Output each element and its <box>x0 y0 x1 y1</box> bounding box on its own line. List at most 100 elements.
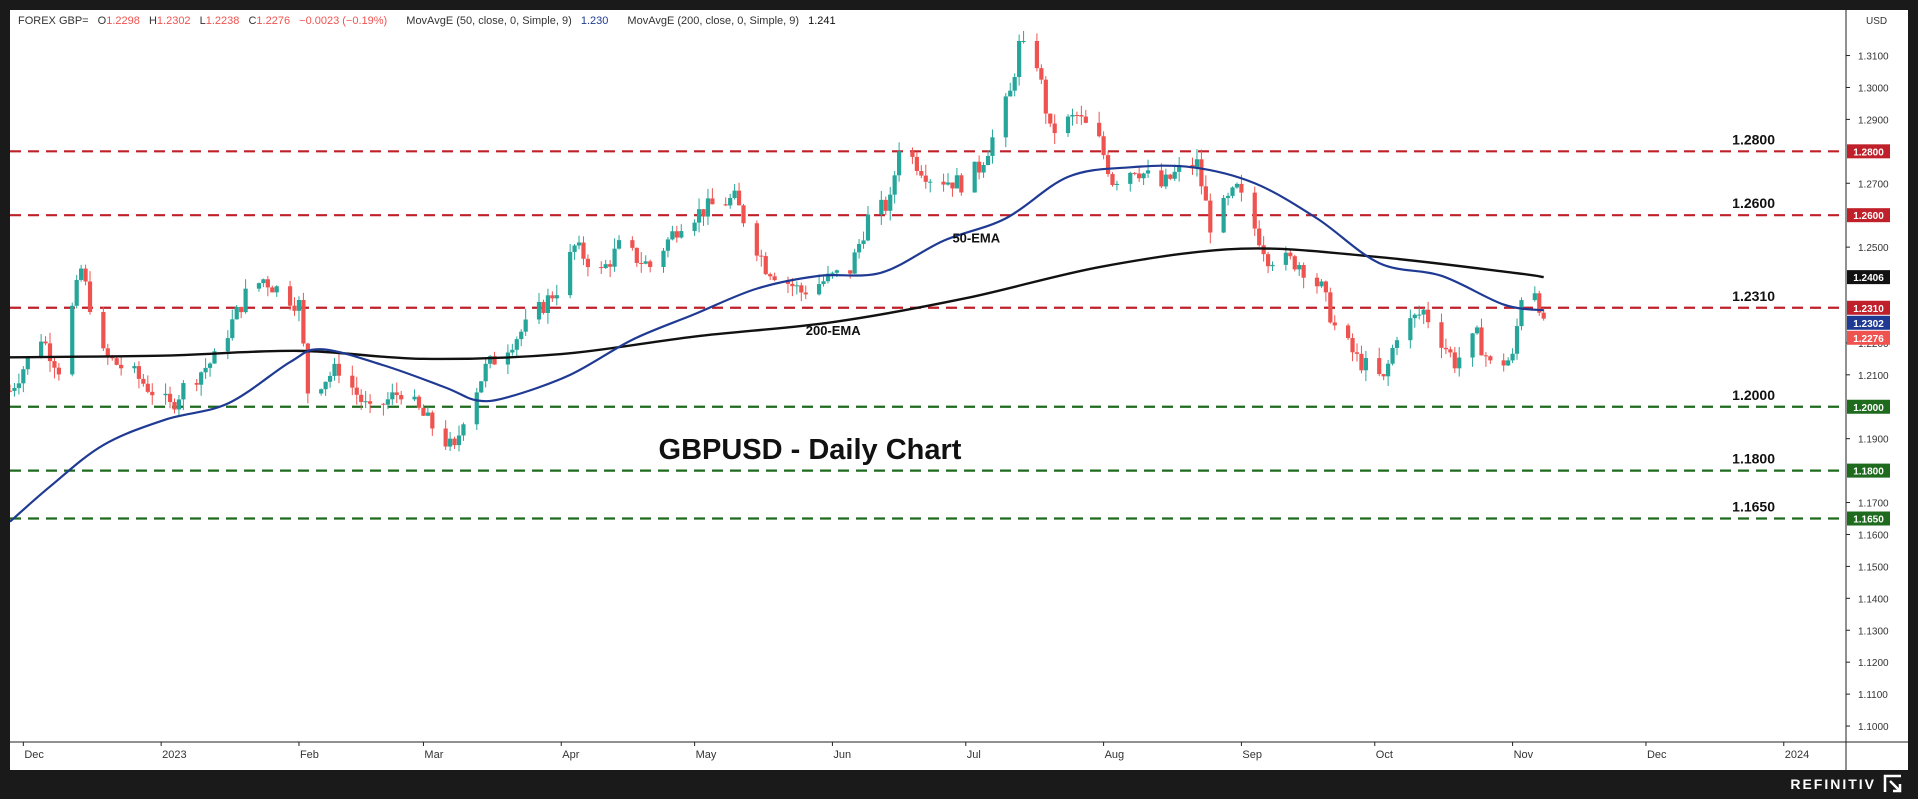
candle-up <box>1386 363 1391 377</box>
x-tick-label: Jul <box>967 749 981 761</box>
candle-down <box>114 358 119 365</box>
candle-up <box>865 214 871 241</box>
y-tick-label: 1.1700 <box>1858 499 1889 510</box>
svg-text:FOREX GBP= O1.2298: FOREX GBP= O1.2298 H1.2302 L1.2238 C1.22… <box>18 15 836 27</box>
candle-down <box>1199 159 1204 187</box>
candle-down <box>768 274 773 277</box>
candle-down <box>1083 116 1088 123</box>
candle-down <box>759 255 764 257</box>
candle-down <box>923 175 928 182</box>
candle-up <box>456 435 462 446</box>
candles <box>7 31 1546 452</box>
candle-up <box>861 240 866 244</box>
candle-up <box>256 283 262 289</box>
candle-up <box>990 137 995 156</box>
candle-down <box>83 268 88 282</box>
price-tag <box>1847 208 1890 223</box>
candle-down <box>541 301 546 313</box>
price-tag-label: 1.2406 <box>1853 273 1884 284</box>
candle-up <box>572 245 577 252</box>
candle-down <box>550 295 555 299</box>
price-tag <box>1847 315 1890 330</box>
candle-down <box>301 300 306 344</box>
candle-up <box>163 393 168 396</box>
candle-down <box>803 292 808 295</box>
candle-up <box>412 396 417 400</box>
candle-down <box>292 305 297 311</box>
refinitiv-icon <box>1883 774 1902 793</box>
candle-up <box>852 252 857 274</box>
candle-up <box>261 279 266 284</box>
candle-up <box>25 356 30 370</box>
candle-down <box>1479 327 1484 356</box>
candle-down <box>1168 174 1173 179</box>
legend-open: 1.2298 <box>106 15 140 27</box>
candle-up <box>1230 187 1235 196</box>
candle-down <box>421 407 426 416</box>
candle-up <box>323 381 328 390</box>
candle-up <box>212 351 217 364</box>
price-chart[interactable]: 1.1000 1.1100 1.1200 1.1300 1.1400 1.1500 1.16… <box>7 10 1908 770</box>
candle-up <box>897 151 902 176</box>
x-tick-label: Nov <box>1514 749 1534 761</box>
candle-down <box>336 363 342 376</box>
candle-up <box>1363 358 1368 371</box>
candle-up <box>1519 300 1524 327</box>
candle-up <box>830 272 835 274</box>
legend-close: 1.2276 <box>256 15 290 27</box>
candle-up <box>825 273 831 282</box>
level-label: 1.1800 <box>1732 451 1775 467</box>
level-label: 1.1650 <box>1732 499 1775 515</box>
candle-up <box>1474 327 1480 334</box>
candle-down <box>1137 173 1142 179</box>
candle-down <box>799 285 804 293</box>
candle-down <box>1252 192 1257 229</box>
candle-down <box>1426 309 1431 323</box>
candle-up <box>1421 309 1426 315</box>
legend-symbol: FOREX GBP= <box>18 15 89 27</box>
legend-ma50-value: 1.230 <box>581 15 609 27</box>
candle-down <box>350 375 355 388</box>
candle-up <box>661 250 666 267</box>
annotation-label: 200-EMA <box>806 323 862 338</box>
candle-up <box>928 181 933 183</box>
candle-up <box>425 412 430 416</box>
candle-down <box>1132 172 1137 174</box>
candle-up <box>203 367 208 373</box>
price-tag <box>1847 300 1890 315</box>
candle-down <box>736 190 742 206</box>
candle-down <box>790 283 795 287</box>
x-tick-label: Dec <box>1647 749 1667 761</box>
y-tick-label: 1.1300 <box>1858 626 1889 637</box>
candle-down <box>1048 113 1053 124</box>
candle-down <box>52 361 57 368</box>
candle-up <box>488 356 493 364</box>
candle-up <box>1070 114 1075 117</box>
candle-down <box>167 393 173 403</box>
candle-up <box>1283 252 1288 265</box>
currency-label: USD <box>1866 16 1887 27</box>
candle-up <box>474 392 479 425</box>
price-tag <box>1847 270 1890 285</box>
candle-down <box>7 390 13 392</box>
candle-down <box>1381 374 1386 377</box>
candle-up <box>1408 318 1413 341</box>
x-tick-label: 2024 <box>1785 749 1809 761</box>
candle-down <box>608 264 613 267</box>
candle-down <box>367 401 373 404</box>
level-label: 1.2600 <box>1732 195 1775 211</box>
candle-down <box>265 279 270 288</box>
candle-down <box>136 366 142 379</box>
candle-up <box>225 338 230 352</box>
candle-up <box>981 165 986 173</box>
candle-up <box>1225 195 1231 198</box>
candle-down <box>105 348 110 357</box>
candle-down <box>763 256 768 275</box>
candle-down <box>492 356 497 365</box>
price-tag-label: 1.2276 <box>1853 334 1884 345</box>
chart-panel[interactable]: 1.1000 1.1100 1.1200 1.1300 1.1400 1.1500 1.16… <box>7 10 1908 770</box>
candle-down <box>305 343 310 394</box>
candle-up <box>523 319 528 332</box>
candle-up <box>728 197 733 206</box>
y-tick-label: 1.2100 <box>1858 371 1889 382</box>
